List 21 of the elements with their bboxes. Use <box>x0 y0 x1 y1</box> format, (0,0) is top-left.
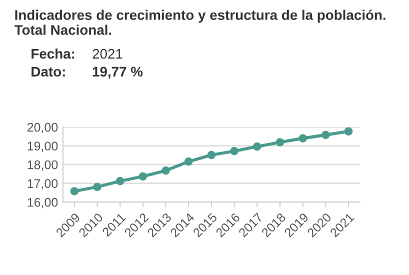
point <box>184 157 193 166</box>
point <box>252 142 262 151</box>
chart-title: Indicadores de crecimiento y estructura de la población. Total Nacional. <box>14 10 386 35</box>
point <box>138 172 148 181</box>
text: Dato: 19,77 % <box>32 66 143 79</box>
point <box>321 130 330 140</box>
point <box>162 166 170 175</box>
point <box>93 182 102 192</box>
point <box>116 176 124 186</box>
point <box>298 134 307 142</box>
point <box>230 146 238 156</box>
y-tick-label: 17,00 <box>28 179 58 190</box>
point <box>344 127 353 136</box>
point <box>207 150 216 160</box>
y-tick-label: 20,00 <box>27 122 58 134</box>
y-tick-label: 16,00 <box>28 198 58 208</box>
y-tick-label: 18,00 <box>28 160 58 171</box>
point <box>70 187 79 196</box>
text: Fecha: 2021 <box>32 48 122 59</box>
y-tick-label: 19,00 <box>28 142 58 152</box>
point <box>276 138 284 146</box>
